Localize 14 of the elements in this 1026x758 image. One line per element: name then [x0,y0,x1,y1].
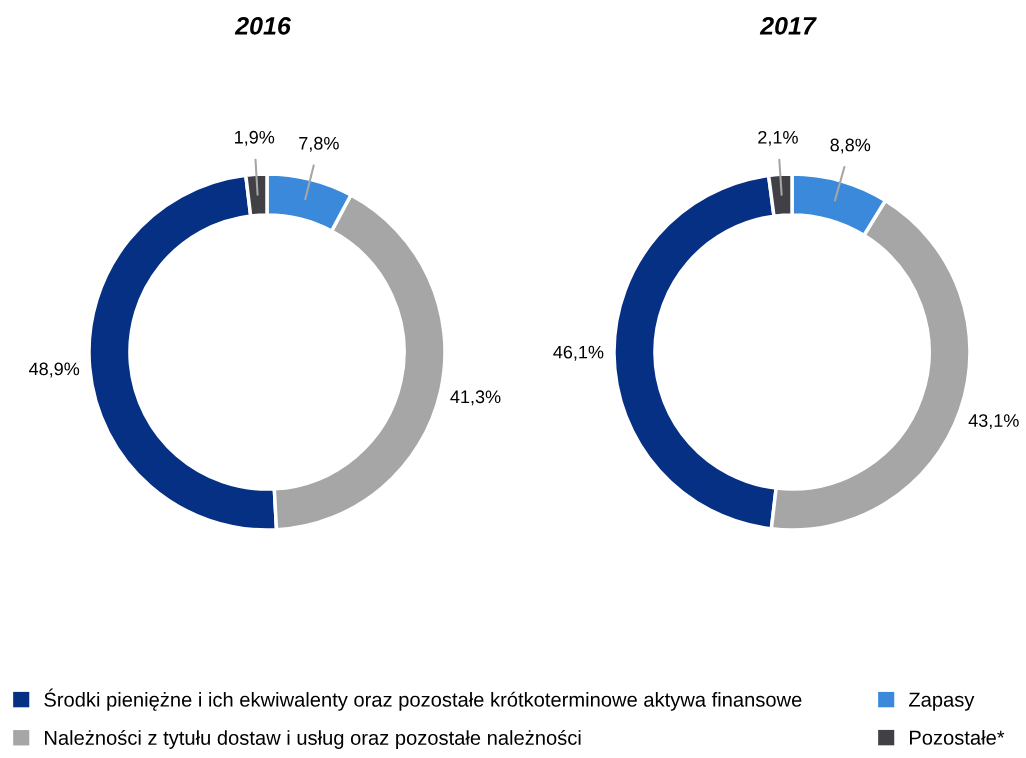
data-label: 7,8% [299,136,339,152]
legend-label: Zapasy [908,692,975,711]
slice-label: 2017 [759,17,817,35]
data-label: 2,1% [758,130,798,146]
data-label: 46,1% [553,345,604,361]
legend-label: Środki pieniężne i ich ekwiwalenty oraz pozostałe krótkoterminowe aktywa finansowe [44,688,802,711]
legend-label: Pozostałe* [910,730,1005,745]
slice-label: 2016 [234,17,291,35]
data-label: 48,9% [29,362,80,378]
data-label: 8,8% [830,138,871,154]
data-label: 43,1% [968,414,1019,430]
data-label: 1,9% [235,130,275,146]
data-label: 41,3% [450,390,501,406]
legend-label: Należności z tytułu dostaw i usług oraz pozostałe należności [45,729,581,749]
